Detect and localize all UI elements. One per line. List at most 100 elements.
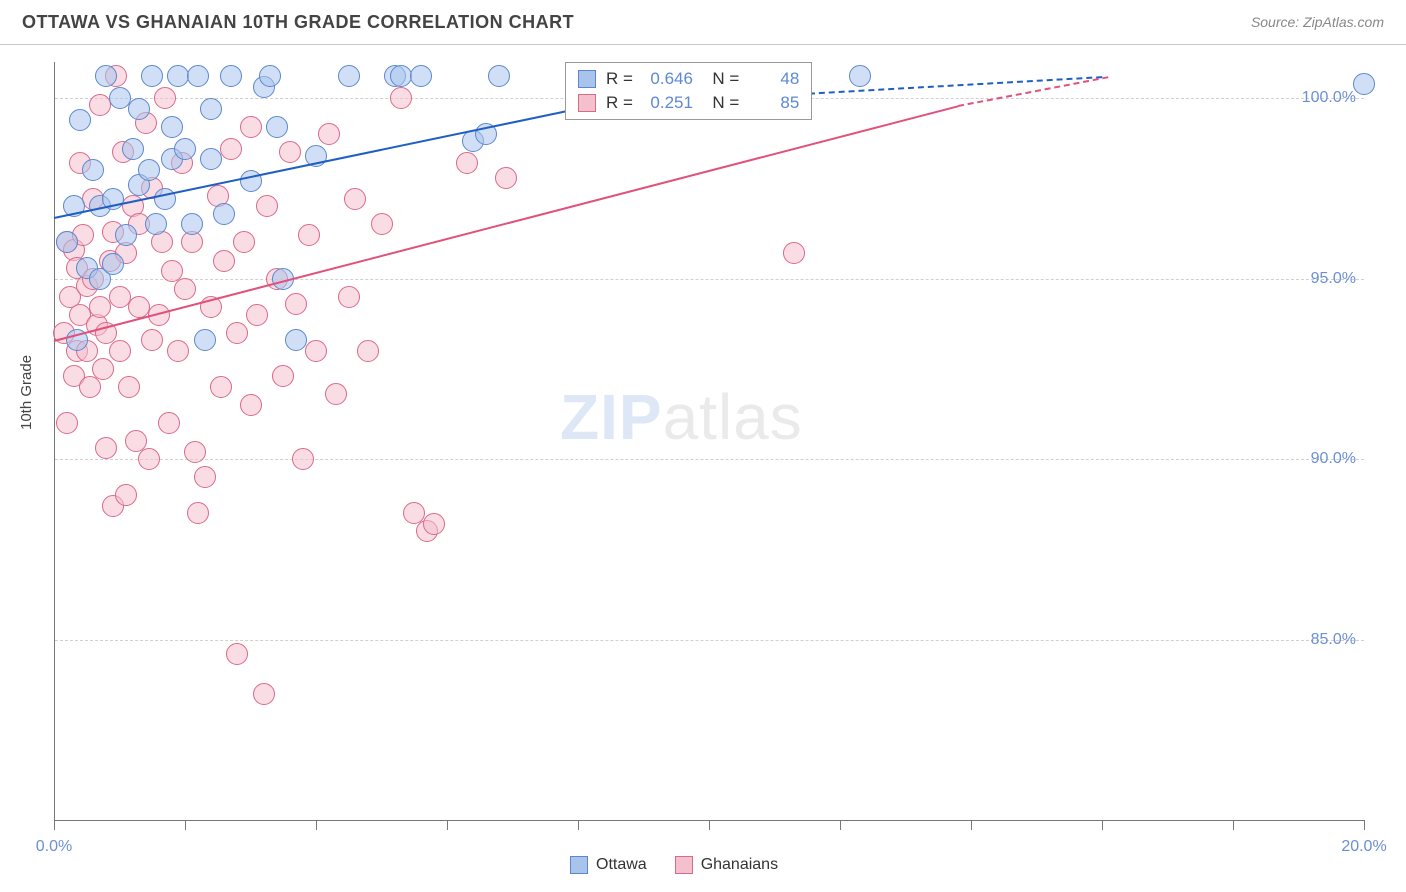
- scatter-point: [849, 65, 871, 87]
- scatter-point: [338, 65, 360, 87]
- x-tick: [840, 820, 841, 830]
- chart-title: OTTAWA VS GHANAIAN 10TH GRADE CORRELATIO…: [22, 12, 574, 33]
- chart-header: OTTAWA VS GHANAIAN 10TH GRADE CORRELATIO…: [0, 0, 1406, 45]
- stats-value: 48: [749, 69, 799, 89]
- scatter-point: [200, 148, 222, 170]
- scatter-point: [161, 116, 183, 138]
- series-swatch-icon: [675, 856, 693, 874]
- x-tick: [185, 820, 186, 830]
- scatter-point: [233, 231, 255, 253]
- scatter-point: [95, 437, 117, 459]
- scatter-point: [488, 65, 510, 87]
- scatter-point: [187, 502, 209, 524]
- scatter-point: [220, 65, 242, 87]
- scatter-point: [318, 123, 340, 145]
- scatter-point: [69, 109, 91, 131]
- stats-label: N =: [703, 93, 739, 113]
- scatter-point: [181, 213, 203, 235]
- scatter-point: [109, 340, 131, 362]
- scatter-point: [259, 65, 281, 87]
- x-tick: [709, 820, 710, 830]
- series-swatch-icon: [570, 856, 588, 874]
- scatter-point: [158, 412, 180, 434]
- scatter-point: [187, 65, 209, 87]
- x-tick-label: 20.0%: [1341, 838, 1386, 856]
- x-tick: [447, 820, 448, 830]
- scatter-point: [82, 159, 104, 181]
- scatter-point: [279, 141, 301, 163]
- legend-label: Ghanaians: [701, 856, 778, 874]
- scatter-point: [115, 484, 137, 506]
- scatter-point: [92, 358, 114, 380]
- scatter-point: [174, 278, 196, 300]
- scatter-point: [109, 87, 131, 109]
- stats-row: R = 0.251 N = 85: [566, 91, 811, 115]
- scatter-point: [109, 286, 131, 308]
- y-tick-label: 85.0%: [1311, 631, 1356, 649]
- scatter-point: [423, 513, 445, 535]
- x-tick: [1233, 820, 1234, 830]
- stats-value: 85: [749, 93, 799, 113]
- scatter-point: [338, 286, 360, 308]
- scatter-point: [184, 441, 206, 463]
- series-swatch-icon: [578, 94, 596, 112]
- scatter-point: [220, 138, 242, 160]
- correlation-stats-box: R =0.646 N =48R =0.251 N =85: [565, 62, 812, 120]
- stats-label: N =: [703, 69, 739, 89]
- scatter-point: [292, 448, 314, 470]
- scatter-point: [79, 376, 101, 398]
- chart-source: Source: ZipAtlas.com: [1251, 14, 1384, 30]
- scatter-point: [174, 138, 196, 160]
- y-tick-label: 90.0%: [1311, 450, 1356, 468]
- x-tick: [578, 820, 579, 830]
- scatter-point: [285, 329, 307, 351]
- scatter-point: [95, 65, 117, 87]
- scatter-point: [128, 98, 150, 120]
- scatter-point: [246, 304, 268, 326]
- scatter-point: [141, 65, 163, 87]
- scatter-point: [272, 365, 294, 387]
- scatter-point: [167, 340, 189, 362]
- scatter-point: [253, 683, 275, 705]
- scatter-point: [210, 376, 232, 398]
- scatter-point: [115, 224, 137, 246]
- scatter-point: [371, 213, 393, 235]
- y-tick-label: 100.0%: [1302, 89, 1356, 107]
- gridline: [55, 279, 1364, 280]
- y-axis-line: [54, 62, 55, 820]
- scatter-point: [240, 116, 262, 138]
- gridline: [55, 459, 1364, 460]
- scatter-point: [56, 231, 78, 253]
- legend: Ottawa Ghanaians: [570, 856, 778, 874]
- scatter-point: [194, 466, 216, 488]
- scatter-point: [145, 213, 167, 235]
- scatter-point: [138, 448, 160, 470]
- stats-value: 0.251: [643, 93, 693, 113]
- stats-label: R =: [606, 93, 633, 113]
- scatter-point: [456, 152, 478, 174]
- x-tick: [1364, 820, 1365, 830]
- scatter-point: [122, 138, 144, 160]
- scatter-point: [56, 412, 78, 434]
- series-swatch-icon: [578, 70, 596, 88]
- scatter-point: [194, 329, 216, 351]
- scatter-point: [102, 253, 124, 275]
- legend-label: Ottawa: [596, 856, 647, 874]
- x-tick: [971, 820, 972, 830]
- y-tick-label: 95.0%: [1311, 270, 1356, 288]
- scatter-point: [226, 643, 248, 665]
- scatter-point: [154, 87, 176, 109]
- x-tick-label: 0.0%: [36, 838, 72, 856]
- legend-item: Ghanaians: [675, 856, 778, 874]
- scatter-point: [495, 167, 517, 189]
- scatter-point: [138, 159, 160, 181]
- scatter-point: [325, 383, 347, 405]
- scatter-plot: 85.0% 90.0% 95.0% 100.0%: [54, 62, 1364, 821]
- scatter-point: [89, 296, 111, 318]
- scatter-point: [213, 203, 235, 225]
- scatter-point: [141, 329, 163, 351]
- scatter-point: [357, 340, 379, 362]
- scatter-point: [1353, 73, 1375, 95]
- scatter-point: [344, 188, 366, 210]
- scatter-point: [266, 116, 288, 138]
